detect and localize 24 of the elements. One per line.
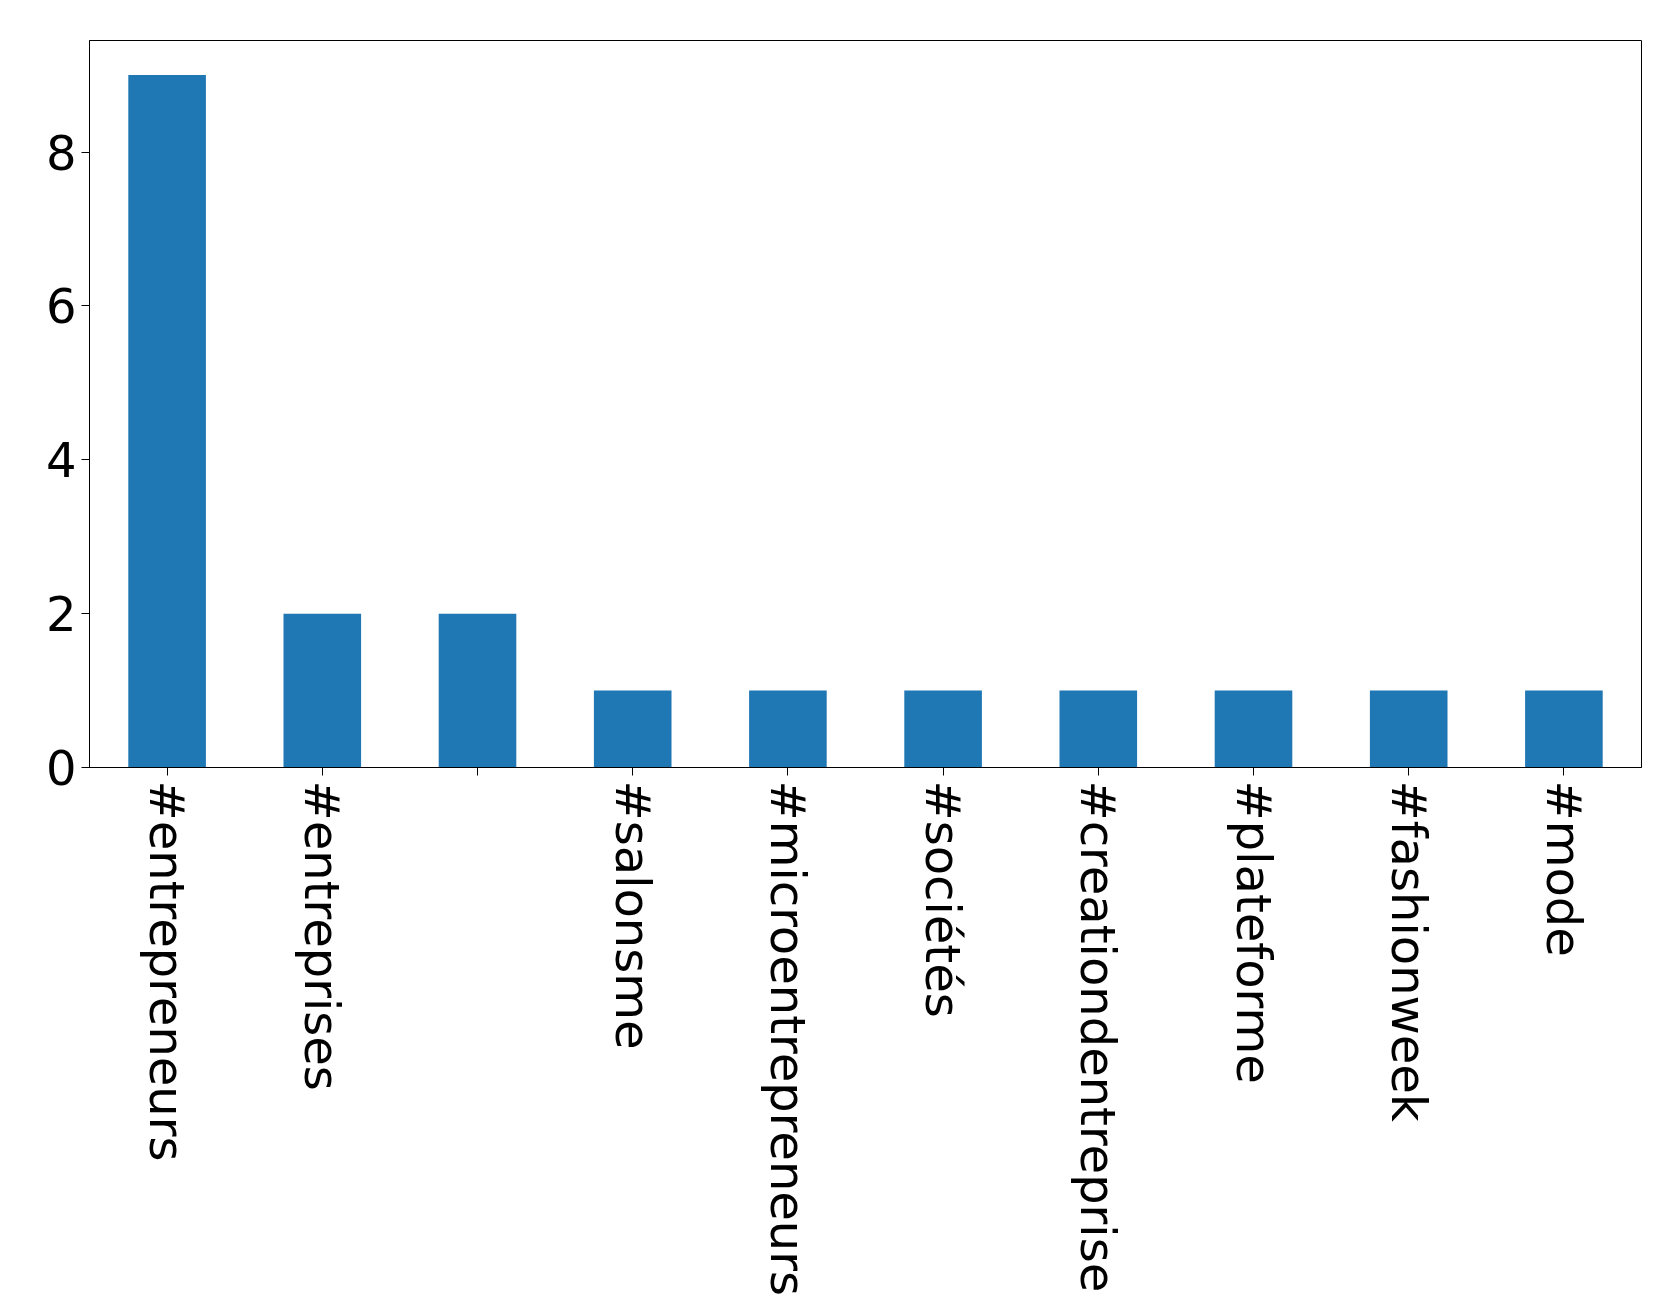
y-tick-label: 6 (45, 278, 77, 335)
bar (128, 75, 206, 768)
bar (1369, 690, 1448, 768)
bar (1525, 690, 1603, 768)
bar (593, 690, 672, 768)
x-tick-label: #mode (1535, 780, 1592, 957)
bar (749, 690, 827, 768)
bar (283, 613, 362, 768)
y-tick-label: 2 (45, 586, 77, 643)
bar (438, 613, 517, 768)
x-tick-label: #entreprises (294, 780, 351, 1091)
y-tick-label: 0 (45, 740, 77, 796)
x-tick-label: #sociétés (915, 780, 972, 1018)
x-tick-label: #entrepreneurs (139, 780, 196, 1162)
bar (904, 690, 982, 768)
x-tick-label: #fashionweek (1380, 780, 1437, 1122)
bar (1059, 690, 1138, 768)
x-tick-label: #microentrepreneurs (759, 780, 816, 1297)
y-tick-label: 4 (45, 432, 77, 489)
bar (1214, 690, 1293, 768)
x-tick-label: #creationdentreprise (1070, 780, 1127, 1293)
x-tick-label: #salonsme (604, 780, 661, 1050)
x-tick-label: #plateforme (1225, 780, 1282, 1084)
y-tick-label: 8 (45, 124, 77, 181)
